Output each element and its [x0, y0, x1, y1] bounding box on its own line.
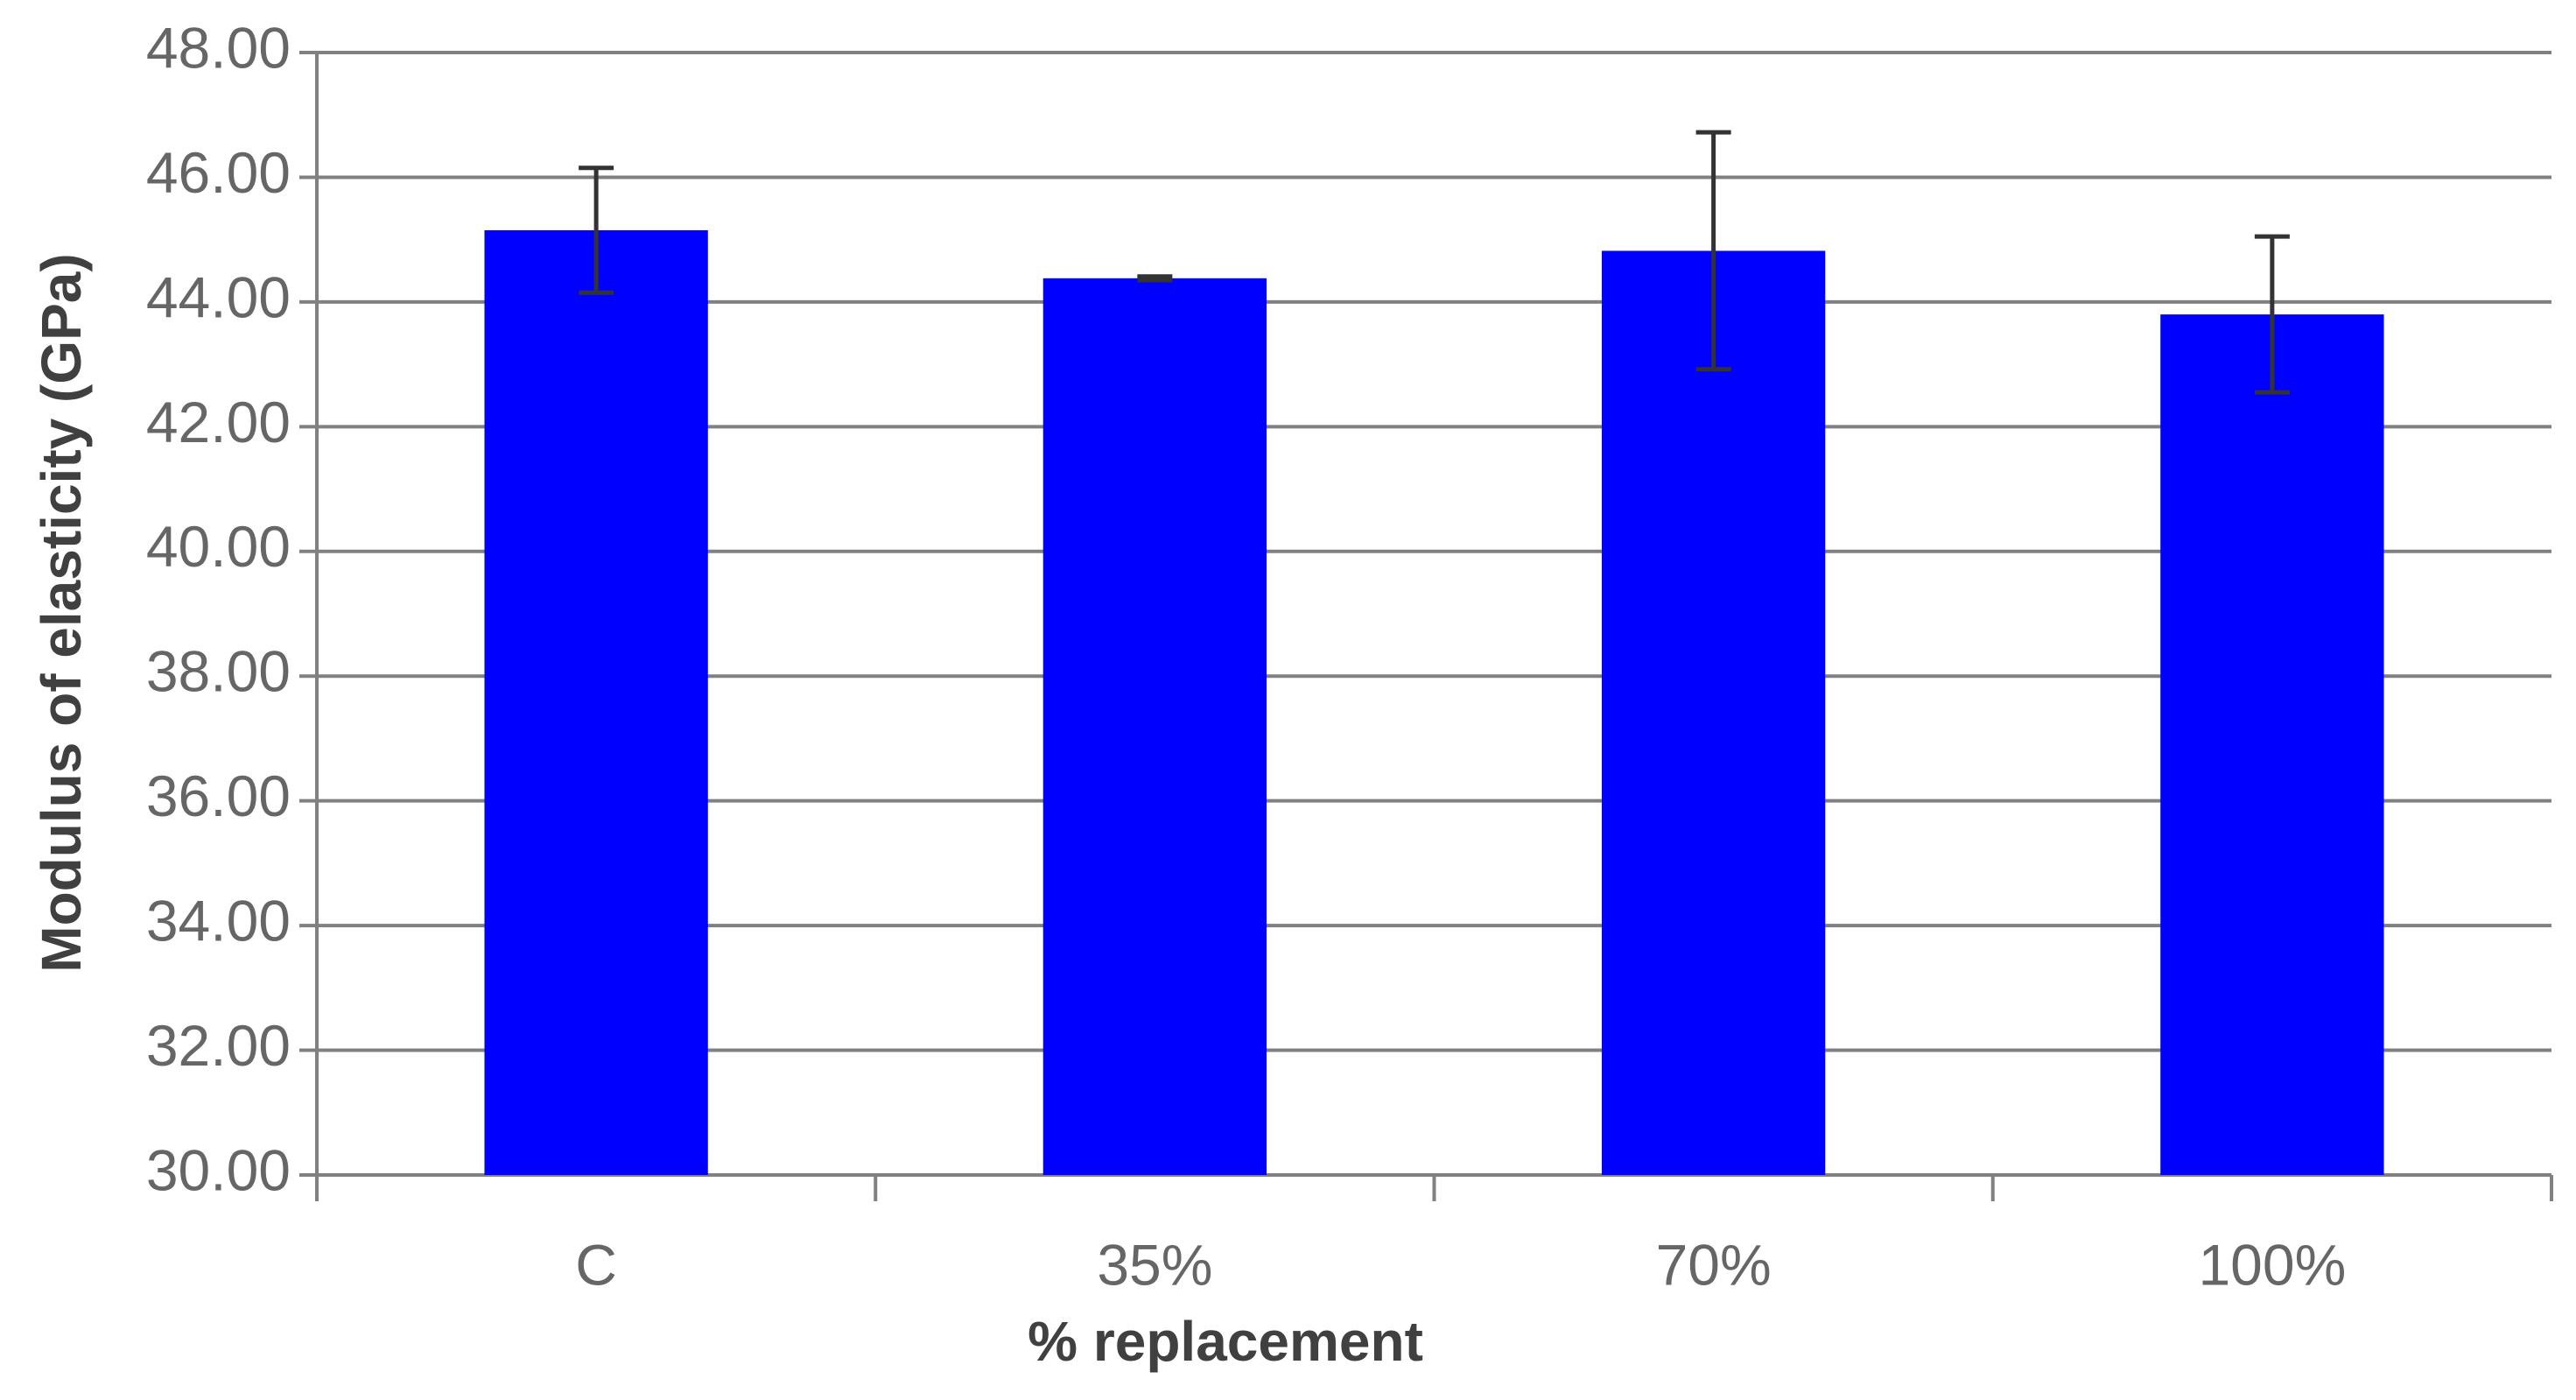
- y-tick-label: 34.00: [146, 889, 291, 953]
- bar: [1601, 250, 1826, 1175]
- x-tick-label: 100%: [2198, 1232, 2346, 1297]
- y-tick-label: 32.00: [146, 1013, 291, 1078]
- bar: [2160, 314, 2384, 1176]
- y-tick-label: 36.00: [146, 763, 291, 828]
- x-axis-title: % replacement: [1028, 1310, 1423, 1373]
- y-tick-label: 30.00: [146, 1137, 291, 1202]
- error-bar: [2254, 234, 2290, 395]
- y-tick-label: 42.00: [146, 390, 291, 454]
- y-tick-label: 38.00: [146, 639, 291, 704]
- y-axis-title: Modulus of elasticity (GPa): [30, 253, 93, 972]
- bar: [484, 229, 708, 1175]
- error-bar: [1695, 130, 1731, 372]
- error-bar: [1137, 274, 1173, 283]
- x-tick-label: 35%: [1097, 1232, 1212, 1297]
- y-tick-label: 40.00: [146, 514, 291, 579]
- y-tick-label: 46.00: [146, 140, 291, 205]
- bar: [1042, 278, 1267, 1175]
- y-tick-label: 44.00: [146, 264, 291, 329]
- x-tick-label: 70%: [1656, 1232, 1772, 1297]
- y-tick-label: 48.00: [146, 15, 291, 80]
- x-tick-label: C: [575, 1232, 617, 1297]
- error-bar: [579, 165, 614, 295]
